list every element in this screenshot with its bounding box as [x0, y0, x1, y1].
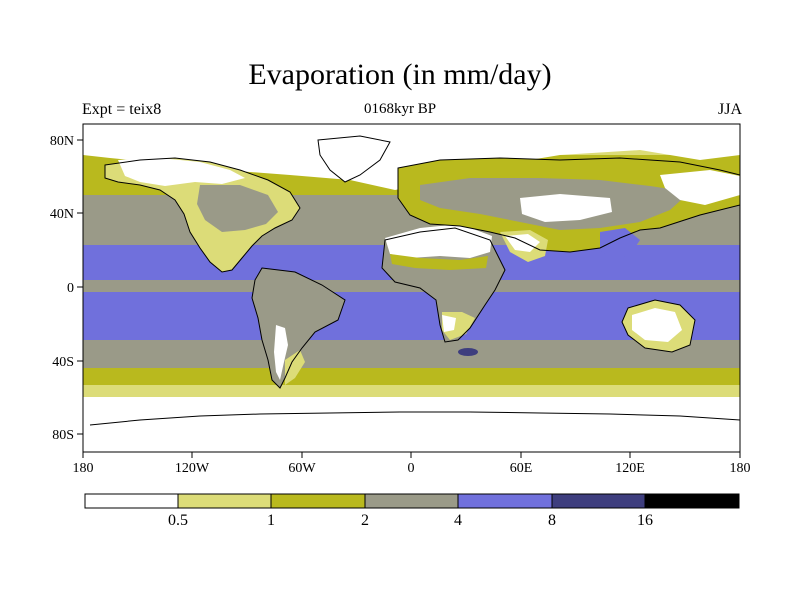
colorbar-box-6: [645, 494, 739, 508]
map-area: [83, 124, 740, 452]
siberia-white: [660, 170, 740, 205]
arabia-white: [505, 234, 540, 252]
colorbar-box-2: [271, 494, 365, 508]
colorbar-label-1: 1: [267, 512, 275, 529]
south-america-west-dry: [274, 325, 288, 380]
lat-label-80n: 80N: [50, 134, 74, 149]
dark-patch-south-atlantic: [458, 348, 478, 356]
greenland: [318, 136, 390, 182]
central-asia-white: [520, 194, 612, 222]
colorbar-box-3: [365, 494, 458, 508]
coastlines: [89, 135, 740, 426]
lon-label-180w: 180: [73, 461, 94, 476]
page-title: Evaporation (in mm/day): [248, 58, 552, 91]
colorbar-box-0: [85, 494, 178, 508]
sahel: [390, 254, 488, 270]
band-south-subpolar: [83, 368, 740, 386]
sahara-white: [385, 224, 492, 258]
colorbar-label-8: 8: [548, 512, 556, 529]
colorbar-label-2: 2: [361, 512, 369, 529]
lon-label-120e: 120E: [615, 461, 645, 476]
north-america-interior: [197, 185, 278, 232]
lon-label-60e: 60E: [510, 461, 533, 476]
lon-label-0: 0: [408, 461, 415, 476]
lat-label-80s: 80S: [52, 428, 74, 443]
southern-africa-white: [442, 315, 456, 332]
season-label: JJA: [717, 101, 742, 118]
colorbar-box-1: [178, 494, 271, 508]
band-south-edge: [83, 385, 740, 397]
arctic-white: [83, 124, 740, 190]
band-south-mid: [83, 340, 740, 370]
lat-label-40n: 40N: [50, 207, 74, 222]
east-asia: [600, 228, 640, 260]
experiment-label: Expt = teix8: [82, 101, 162, 118]
lat-label-40s: 40S: [52, 355, 74, 370]
south-america-southern: [285, 350, 305, 385]
lat-label-0: 0: [67, 281, 74, 296]
lat-axis: 80N 40N 0 40S 80S: [50, 134, 83, 443]
colorbar-box-4: [458, 494, 552, 508]
band-antarctic: [83, 397, 740, 452]
colorbar-box-5: [552, 494, 645, 508]
colorbar: 0.5 1 2 4 8 16: [84, 493, 740, 529]
lon-axis: 180 120W 60W 0 60E 120E 180: [73, 452, 751, 476]
north-america-north-white: [118, 158, 245, 186]
lon-label-120w: 120W: [175, 461, 210, 476]
colorbar-label-16: 16: [637, 512, 653, 529]
australia-white: [632, 308, 682, 342]
lon-label-180e: 180: [730, 461, 751, 476]
colorbar-frame: [84, 493, 740, 509]
colorbar-label-4: 4: [454, 512, 462, 529]
colorbar-label-0.5: 0.5: [168, 512, 188, 529]
lon-label-60w: 60W: [288, 461, 316, 476]
subtitle: 0168kyr BP: [363, 101, 437, 117]
